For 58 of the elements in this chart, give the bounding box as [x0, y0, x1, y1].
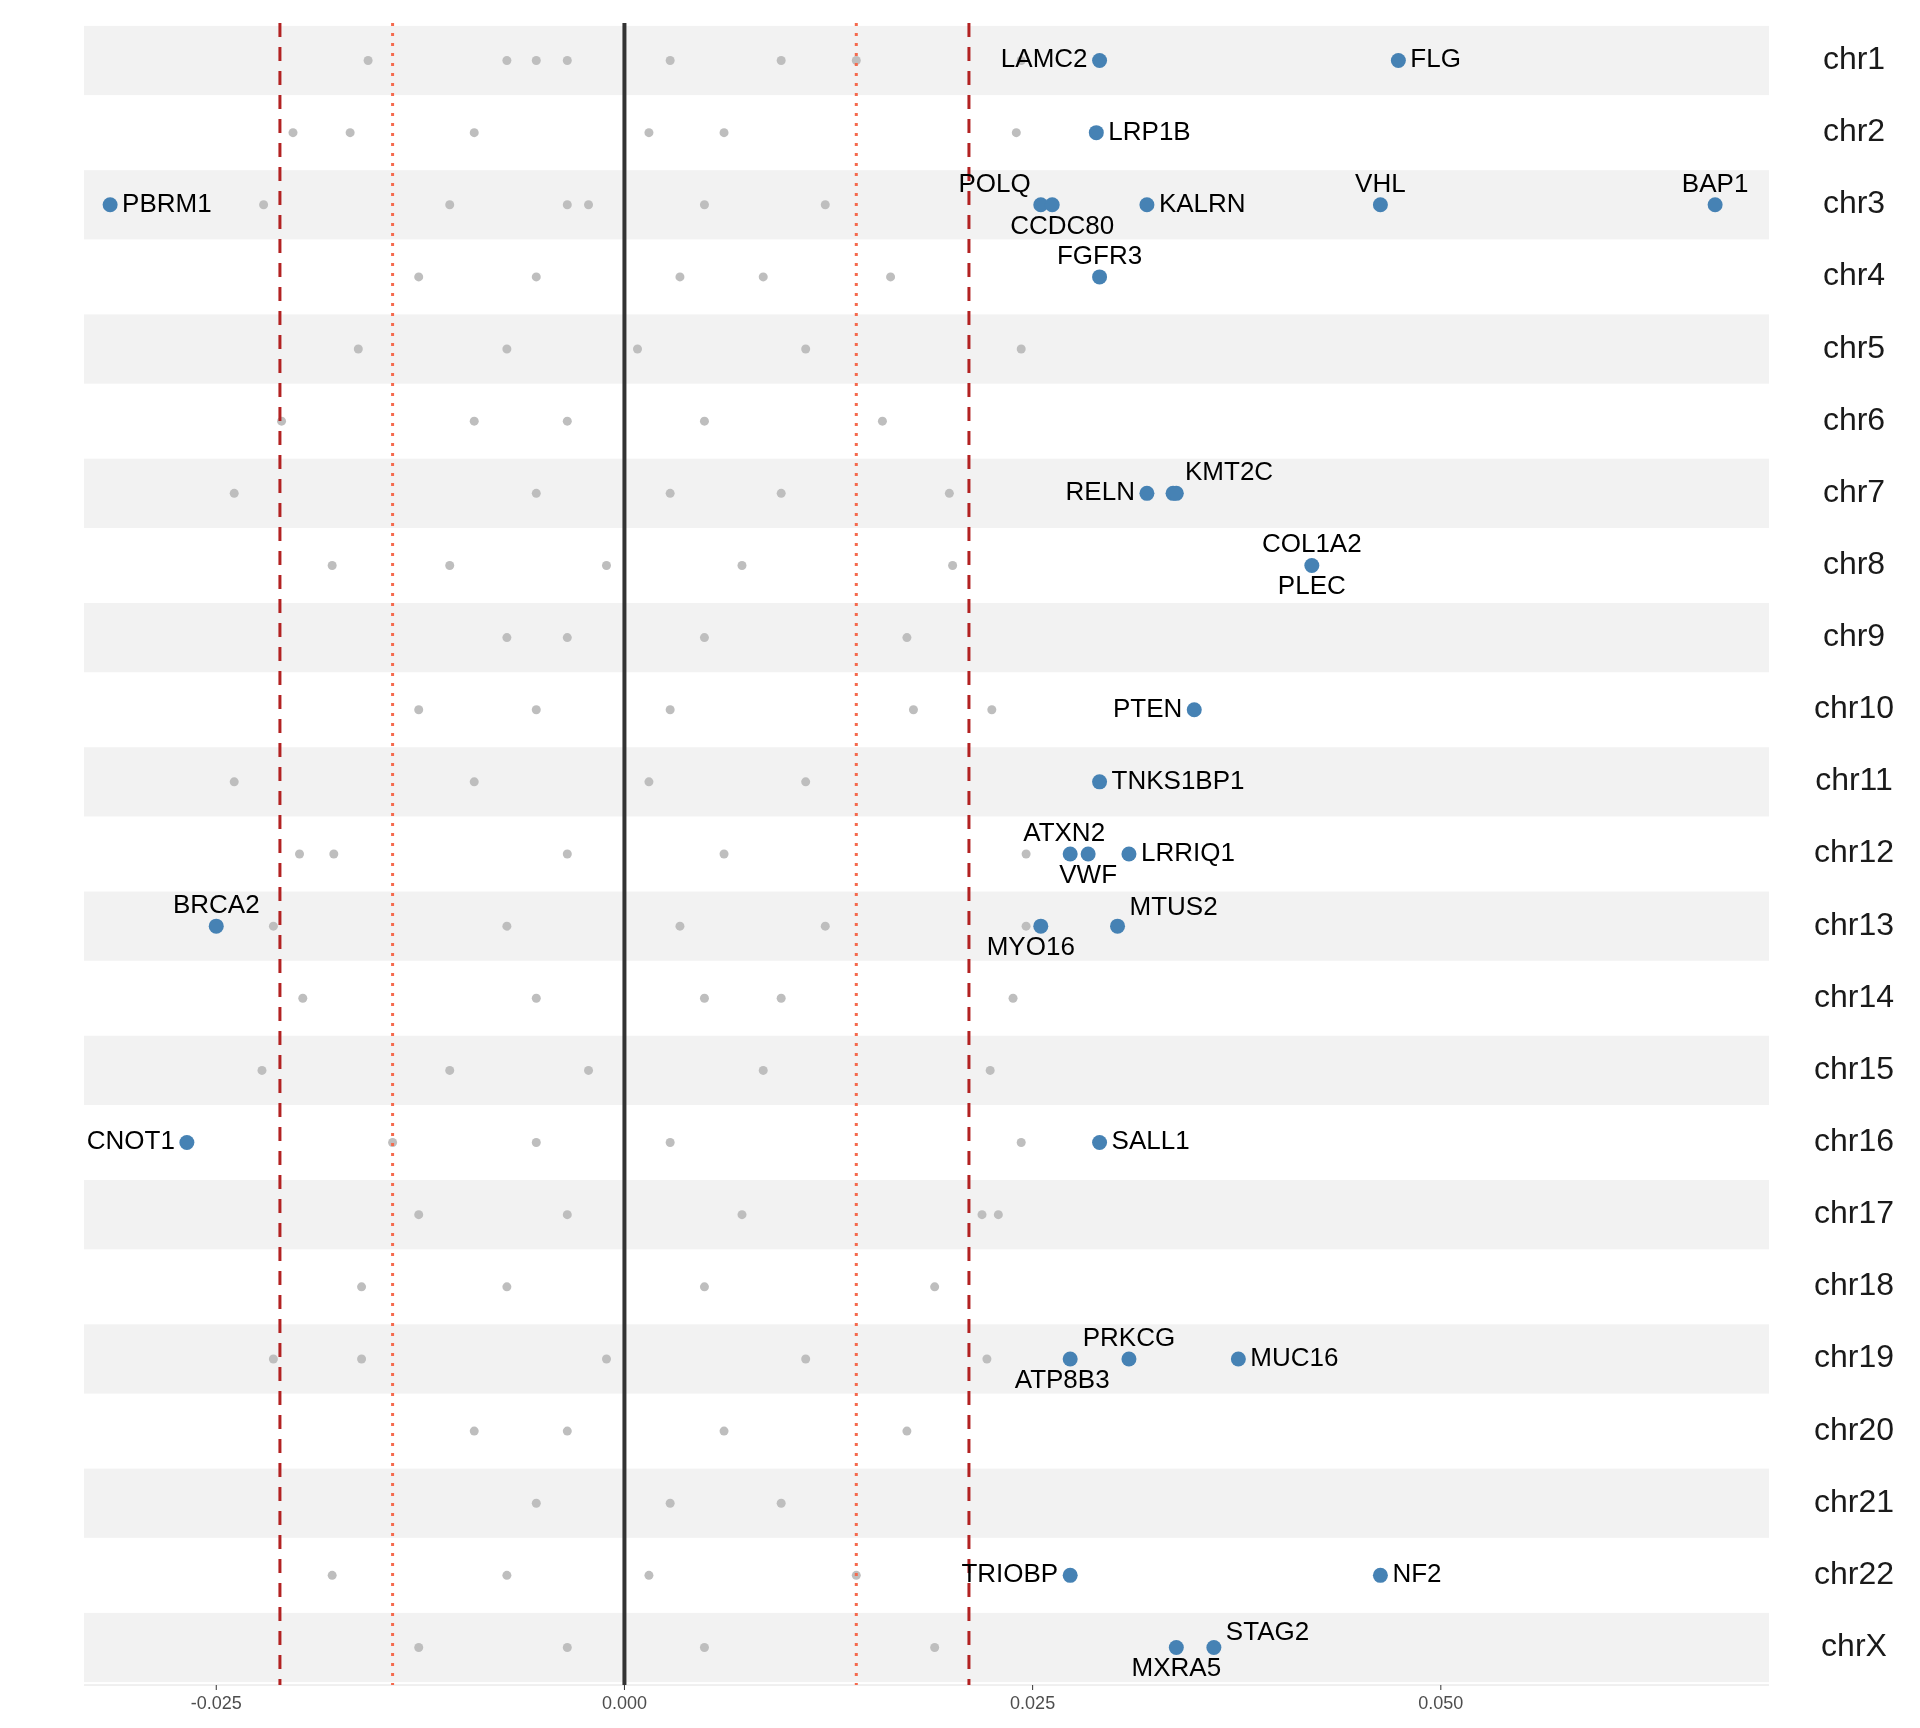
annotation: MUC16 — [1250, 1341, 1339, 1372]
y-tick-label: chr22 — [1813, 1554, 1895, 1591]
x-tick-label: 0.000 — [601, 1693, 647, 1713]
annotation: MTUS2 — [1129, 891, 1218, 922]
annotation: STAG2 — [1225, 1616, 1310, 1647]
annotation: LRRIQ1 — [1140, 836, 1235, 867]
y-tick-label: chr11 — [1815, 761, 1893, 798]
y-tick-label: chr16 — [1813, 1121, 1895, 1158]
annotation: ATXN2 — [1023, 816, 1106, 847]
y-tick-label: chr17 — [1813, 1194, 1895, 1231]
annotation: VHL — [1355, 167, 1406, 198]
y-tick-label: chr4 — [1822, 256, 1886, 293]
annotation: PRKCG — [1082, 1321, 1176, 1352]
annotation: PTEN — [1112, 692, 1183, 723]
annotation: SALL1 — [1111, 1125, 1190, 1156]
y-tick-label: chr18 — [1813, 1266, 1895, 1303]
y-tick-label: chr6 — [1822, 400, 1886, 437]
annotation: MXRA5 — [1131, 1652, 1222, 1683]
y-tick-label: chr1 — [1822, 39, 1886, 76]
y-tick-label: chrX — [1821, 1626, 1887, 1663]
annotation: MYO16 — [986, 931, 1075, 962]
annotation: ATP8B3 — [1014, 1363, 1110, 1394]
annotation: RELN — [1065, 476, 1135, 507]
x-tick-label: -0.025 — [190, 1693, 242, 1713]
annotation: FLG — [1410, 43, 1461, 74]
annotation: BAP1 — [1681, 167, 1749, 198]
annotation: CCDC80 — [1010, 209, 1115, 240]
annotation: FGFR3 — [1056, 239, 1143, 270]
annotation: PBRM1 — [122, 187, 212, 218]
y-tick-label: chr9 — [1822, 617, 1886, 654]
annotation: LAMC2 — [1000, 43, 1088, 74]
annotation: VWF — [1059, 858, 1118, 889]
y-tick-label: chr7 — [1822, 472, 1886, 509]
annotation: KALRN — [1158, 187, 1246, 218]
annotation: POLQ — [958, 167, 1031, 198]
annotation: NF2 — [1392, 1558, 1442, 1589]
y-tick-label: chr14 — [1813, 977, 1895, 1014]
y-tick-label: chr5 — [1822, 328, 1886, 365]
y-tick-label: chr3 — [1822, 184, 1886, 221]
annotation: KMT2C — [1185, 456, 1274, 487]
annotation: BRCA2 — [172, 889, 260, 920]
annotation: LRP1B — [1108, 115, 1191, 146]
y-tick-label: chr21 — [1813, 1482, 1895, 1519]
x-tick-label: 0.025 — [1010, 1693, 1056, 1713]
annotation: TRIOBP — [961, 1558, 1059, 1589]
y-tick-label: chr13 — [1813, 905, 1895, 942]
annotation: TNKS1BP1 — [1111, 764, 1245, 795]
y-tick-label: chr2 — [1822, 112, 1886, 149]
y-tick-label: chr12 — [1813, 833, 1895, 870]
annotation: CNOT1 — [86, 1125, 175, 1156]
annotation: PLEC — [1277, 570, 1346, 601]
y-tick-label: chr20 — [1813, 1410, 1895, 1447]
y-tick-label: chr15 — [1813, 1049, 1895, 1086]
y-tick-label: chr19 — [1813, 1338, 1895, 1375]
x-tick-label: 0.050 — [1418, 1693, 1464, 1713]
annotation: COL1A2 — [1261, 528, 1362, 559]
y-tick-label: chr8 — [1822, 544, 1886, 581]
y-tick-label: chr10 — [1813, 689, 1895, 726]
